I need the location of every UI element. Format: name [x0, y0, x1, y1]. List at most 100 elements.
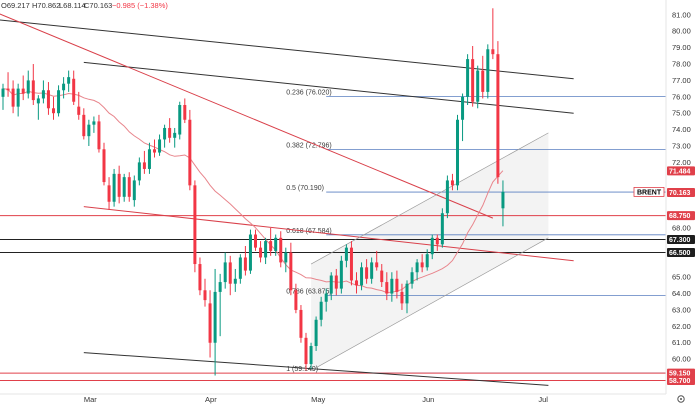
candle-body	[324, 293, 328, 302]
candle-body	[112, 173, 116, 202]
candle-body	[188, 119, 192, 186]
candle	[461, 93, 465, 142]
candle	[365, 259, 369, 284]
candle-body	[218, 282, 222, 292]
candle	[440, 208, 444, 248]
candle	[501, 180, 505, 227]
candle	[334, 268, 338, 296]
candles[interactable]	[1, 8, 505, 376]
candle	[21, 75, 25, 101]
candle-body	[203, 290, 207, 301]
candle	[476, 65, 480, 109]
candle	[198, 257, 202, 296]
price-tag-text: 66.500	[669, 250, 691, 257]
candle-body	[97, 121, 101, 150]
candle-body	[102, 149, 106, 183]
ohlc-open: O69.217	[1, 1, 30, 10]
trendline-lower-channel	[83, 352, 549, 386]
price-tick-label: 79.00	[672, 43, 691, 52]
candle-body	[304, 337, 308, 365]
price-tick-label: 77.00	[672, 76, 691, 85]
candle-body	[142, 162, 146, 169]
candle-body	[445, 180, 449, 214]
candle	[269, 227, 273, 256]
candle-body	[370, 262, 374, 279]
price-tick-label: 65.00	[672, 273, 691, 282]
candle	[213, 268, 217, 376]
candle-body	[46, 90, 50, 109]
candle-body	[294, 290, 298, 310]
candle	[203, 278, 207, 307]
candle	[223, 252, 227, 289]
candle	[87, 119, 91, 146]
candle-body	[147, 149, 151, 169]
candle-body	[31, 80, 35, 101]
time-tick-label: Jul	[538, 395, 548, 404]
price-tag-text: 59.150	[669, 371, 691, 378]
candle	[127, 172, 131, 202]
candle	[163, 124, 167, 148]
candle-body	[344, 247, 348, 261]
price-tag: 71.484	[667, 166, 695, 176]
candle	[339, 255, 343, 294]
price-tick-label: 74.00	[672, 125, 691, 134]
candle-body	[21, 88, 25, 94]
candle	[259, 241, 263, 263]
candle-body	[92, 121, 96, 125]
candle	[415, 259, 419, 281]
price-axis[interactable]: 59.0060.0061.0062.0063.0064.0065.0068.00…	[665, 0, 696, 406]
candle-body	[57, 90, 61, 114]
candle	[26, 70, 30, 99]
price-tag-text: 70.163	[669, 190, 691, 197]
candle-body	[16, 88, 20, 107]
candle-body	[1, 88, 5, 97]
candle-body	[238, 257, 242, 279]
candle-body	[476, 70, 480, 102]
candle	[370, 257, 374, 284]
candle-body	[36, 98, 40, 104]
price-tick-label: 64.00	[672, 289, 691, 298]
price-tick-label: 75.00	[672, 109, 691, 118]
trendline-rising-channel-top	[310, 132, 549, 265]
candle-body	[52, 108, 55, 114]
candle-body	[137, 162, 141, 181]
price-tag-box	[667, 248, 695, 258]
candle	[97, 114, 101, 153]
price-tag-text: 67.300	[669, 237, 691, 244]
price-tag-box	[667, 211, 695, 221]
price-tick-label: 76.00	[672, 92, 691, 101]
price-tag-box	[667, 166, 695, 176]
time-tick-label: May	[311, 395, 325, 404]
candle	[385, 272, 389, 301]
price-tag: 68.750	[667, 211, 695, 221]
candle-body	[153, 149, 156, 153]
candle-body	[198, 264, 202, 291]
candle-body	[72, 78, 76, 102]
price-tick-label: 62.00	[672, 322, 691, 331]
candle	[380, 264, 384, 287]
candle	[41, 80, 45, 104]
candle-body	[410, 272, 414, 284]
candle-body	[183, 105, 187, 120]
candle	[147, 142, 151, 174]
candle	[188, 109, 192, 191]
candle	[289, 242, 293, 296]
ohlc-close: C70.163	[84, 1, 112, 10]
candle	[1, 83, 5, 110]
candle-body	[107, 185, 111, 202]
time-tick-label: Apr	[205, 395, 217, 404]
candle	[62, 77, 66, 99]
time-axis[interactable]: Mar Apr May Jun Jul	[0, 393, 666, 404]
candle-body	[329, 275, 333, 294]
ohlc-high: H70.862	[32, 1, 60, 10]
candle	[360, 262, 364, 291]
settings-gear-icon[interactable]	[677, 395, 685, 403]
candle-body	[122, 177, 126, 197]
price-tag: 59.150	[667, 368, 695, 378]
candle-body	[254, 234, 257, 248]
candle-body	[117, 173, 121, 197]
candle	[491, 8, 495, 60]
candle-body	[62, 83, 66, 91]
candle-body	[269, 241, 273, 251]
